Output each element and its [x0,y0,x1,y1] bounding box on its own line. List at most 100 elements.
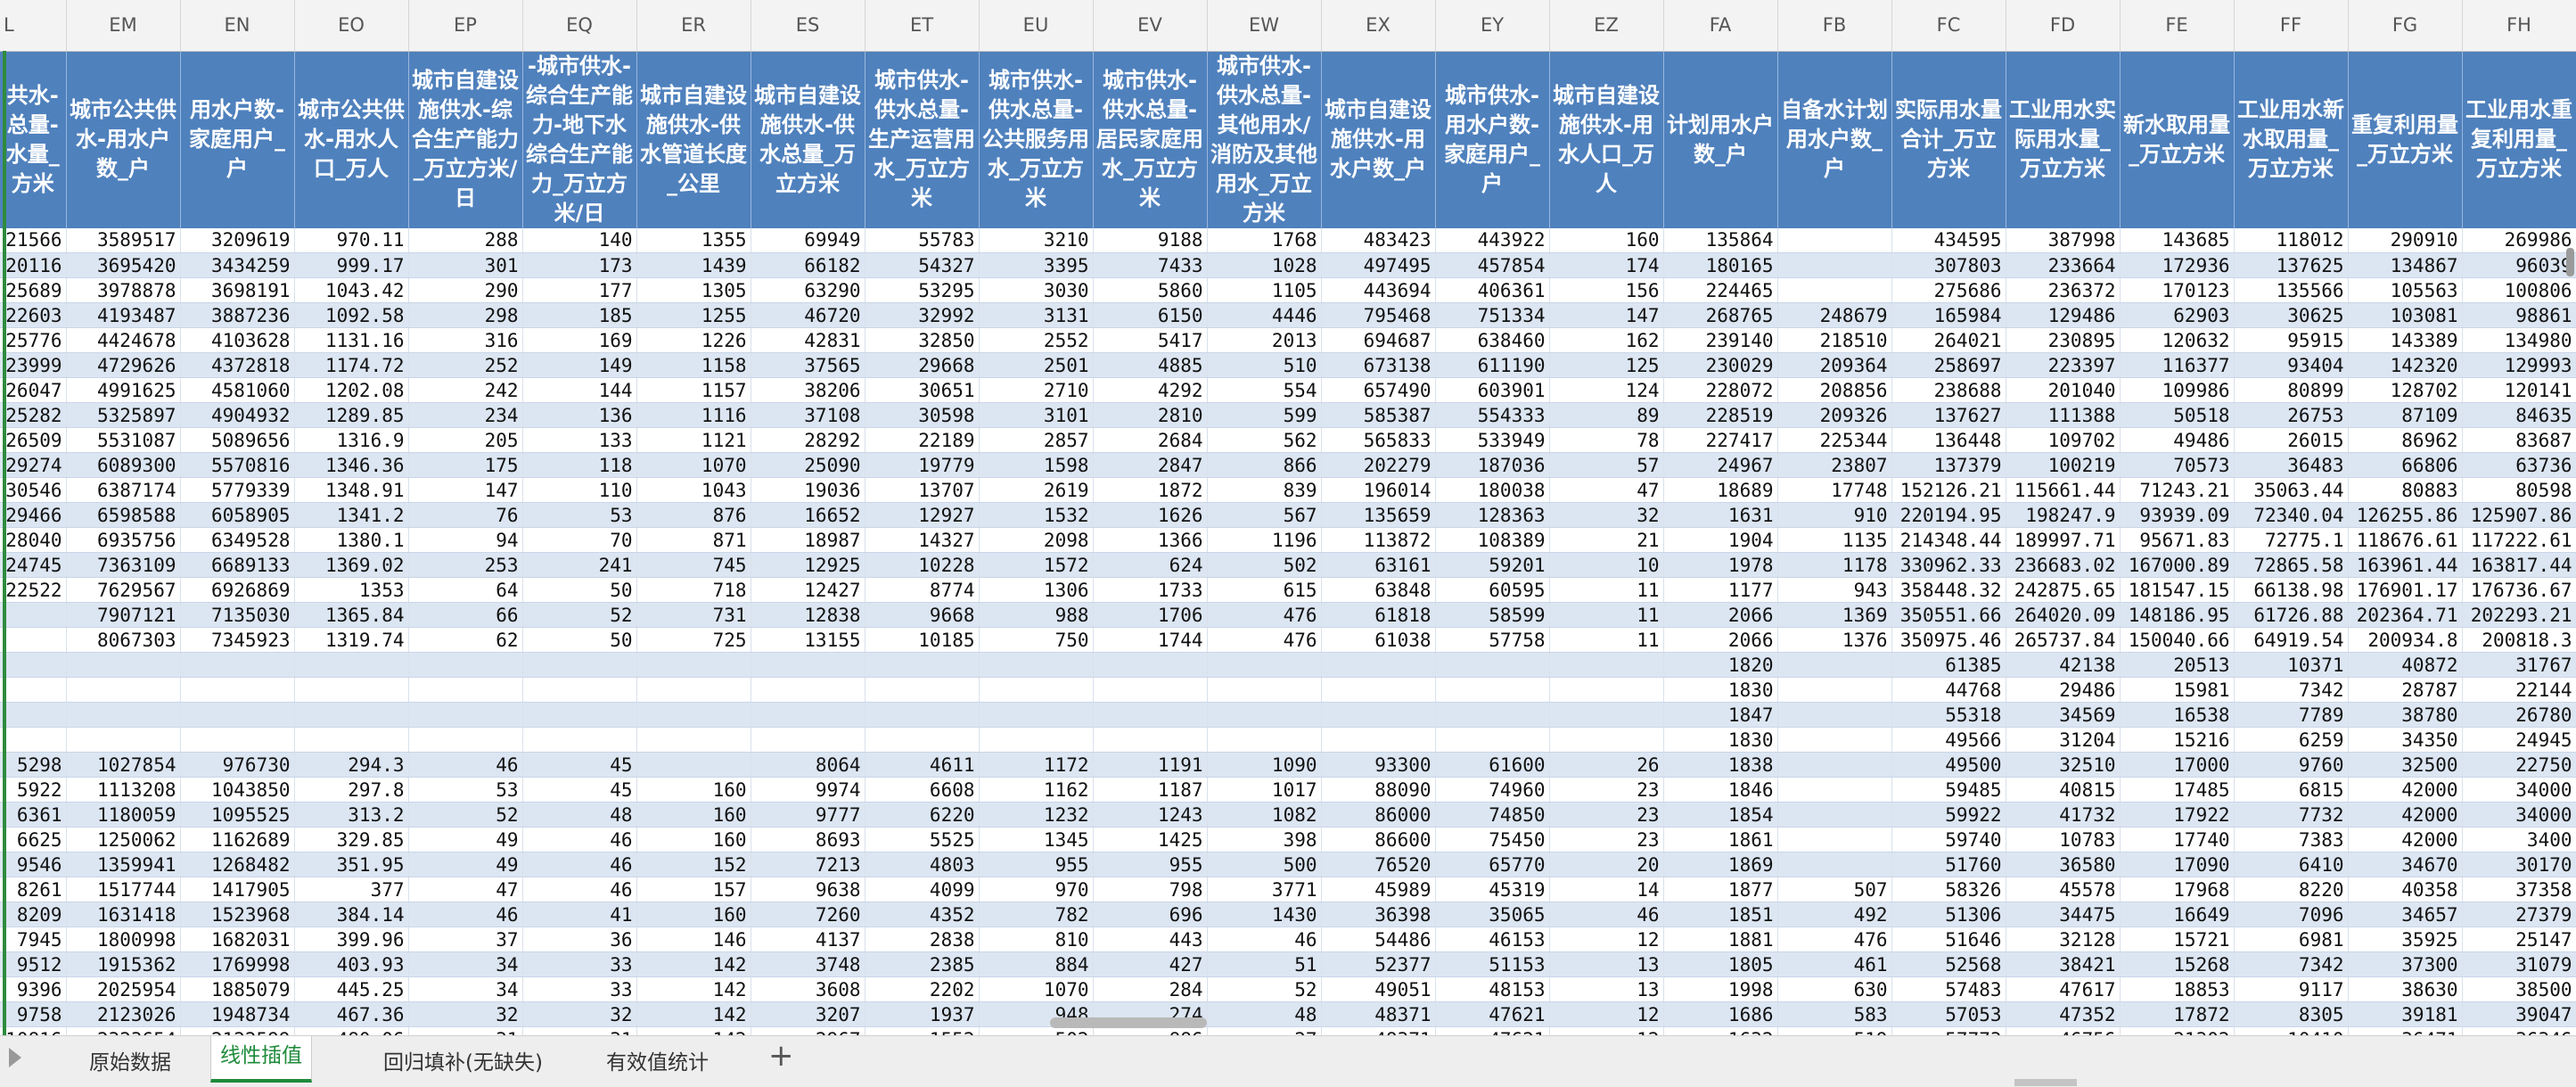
cell[interactable]: 8067303 [66,627,181,653]
cell[interactable]: 34000 [2462,802,2576,828]
cell[interactable]: 134980 [2462,327,2576,353]
cell[interactable]: 1202.08 [294,377,409,403]
cell[interactable]: 109702 [2006,427,2121,453]
cell[interactable]: 38421 [2006,951,2121,977]
cell[interactable]: 7789 [2234,702,2349,728]
cell[interactable] [1207,677,1322,703]
cell[interactable]: 144 [522,377,637,403]
cell[interactable]: 4446 [1207,302,1322,328]
cell[interactable]: 46 [522,827,637,852]
cell[interactable]: 94 [408,527,523,553]
cell[interactable]: 1027854 [66,752,181,778]
column-header[interactable]: 城市公共供水-用水户数_户 [66,51,181,228]
cell[interactable]: 227417 [1663,427,1778,453]
cell[interactable]: 31079 [2462,951,2576,977]
cell[interactable]: 1162 [979,777,1094,803]
cell[interactable]: 29466 [0,502,67,528]
cell[interactable]: 1937 [865,1001,980,1027]
cell[interactable]: 673138 [1321,352,1436,378]
cell[interactable]: 125907.86 [2462,502,2576,528]
cell[interactable]: 7260 [751,902,866,927]
cell[interactable]: 66138.98 [2234,577,2349,603]
cell[interactable] [294,702,409,728]
cell[interactable]: 12925 [751,552,866,578]
cell[interactable]: 110 [522,477,637,503]
cell[interactable]: 136448 [1891,427,2006,453]
cell[interactable]: 50518 [2120,402,2235,428]
cell[interactable]: 1157 [636,377,751,403]
cell[interactable]: 1430 [1207,902,1322,927]
cell[interactable]: 6608 [865,777,980,803]
cell[interactable]: 142 [636,951,751,977]
vertical-scrollbar[interactable] [2566,248,2574,276]
cell[interactable]: 615 [1207,577,1322,603]
cell[interactable]: 1376 [1777,627,1892,653]
cell[interactable]: 38500 [2462,976,2576,1002]
cell[interactable]: 839 [1207,477,1322,503]
cell[interactable]: 10228 [865,552,980,578]
column-letter[interactable]: EP [408,0,523,52]
cell[interactable]: 7135030 [180,602,295,628]
cell[interactable]: 6689133 [180,552,295,578]
cell[interactable]: 751334 [1435,302,1550,328]
cell[interactable]: 36580 [2006,852,2121,877]
cell[interactable]: 134867 [2348,252,2463,278]
cell[interactable]: 17872 [2120,1001,2235,1027]
cell[interactable]: 49486 [2120,427,2235,453]
cell[interactable]: 34475 [2006,902,2121,927]
cell[interactable]: 180165 [1663,252,1778,278]
cell[interactable]: 1268482 [180,852,295,877]
cell[interactable] [1093,702,1208,728]
cell[interactable]: 61600 [1435,752,1550,778]
cell[interactable]: 29668 [865,352,980,378]
cell[interactable]: 152 [636,852,751,877]
cell[interactable]: 149 [522,352,637,378]
cell[interactable]: 624 [1093,552,1208,578]
cell[interactable]: 32128 [2006,926,2121,952]
cell[interactable]: 12927 [865,502,980,528]
cell[interactable]: 3030 [979,277,1094,303]
column-header[interactable]: 自备水计划用水户数_户 [1777,51,1892,228]
cell[interactable] [865,652,980,678]
cell[interactable]: 3608 [751,976,866,1002]
cell[interactable]: 93404 [2234,352,2349,378]
cell[interactable]: 228519 [1663,402,1778,428]
cell[interactable]: 124 [1549,377,1664,403]
cell[interactable]: 17922 [2120,802,2235,828]
cell[interactable]: 57483 [1891,976,2006,1002]
cell[interactable] [1435,702,1550,728]
cell[interactable]: 313.2 [294,802,409,828]
cell[interactable]: 7945 [0,926,67,952]
cell[interactable]: 1861 [1663,827,1778,852]
cell[interactable]: 24967 [1663,452,1778,478]
column-header[interactable]: 共水-总量-水量_方米 [0,51,67,228]
cell[interactable]: 1869 [1663,852,1778,877]
column-letter[interactable]: ET [865,0,980,52]
cell[interactable] [0,727,67,753]
cell[interactable]: 120632 [2120,327,2235,353]
cell[interactable]: 1092.58 [294,302,409,328]
cell[interactable]: 16538 [2120,702,2235,728]
cell[interactable]: 113872 [1321,527,1436,553]
cell[interactable]: 54327 [865,252,980,278]
cell[interactable]: 1805 [1663,951,1778,977]
cell[interactable]: 37 [408,926,523,952]
cell[interactable]: 1043.42 [294,277,409,303]
cell[interactable]: 1830 [1663,677,1778,703]
cell[interactable] [1777,677,1892,703]
cell[interactable]: 74960 [1435,777,1550,803]
cell[interactable]: 1872 [1093,477,1208,503]
cell[interactable]: 3101 [979,402,1094,428]
cell[interactable]: 170123 [2120,277,2235,303]
cell[interactable]: 239140 [1663,327,1778,353]
cell[interactable]: 9668 [865,602,980,628]
cell[interactable]: 42000 [2348,777,2463,803]
column-letter[interactable]: FC [1891,0,2006,52]
cell[interactable]: 223397 [2006,352,2121,378]
cell[interactable]: 133 [522,427,637,453]
cell[interactable]: 29274 [0,452,67,478]
cell[interactable]: 23807 [1777,452,1892,478]
cell[interactable]: 999.17 [294,252,409,278]
cell[interactable]: 955 [979,852,1094,877]
cell[interactable]: 1733 [1093,577,1208,603]
